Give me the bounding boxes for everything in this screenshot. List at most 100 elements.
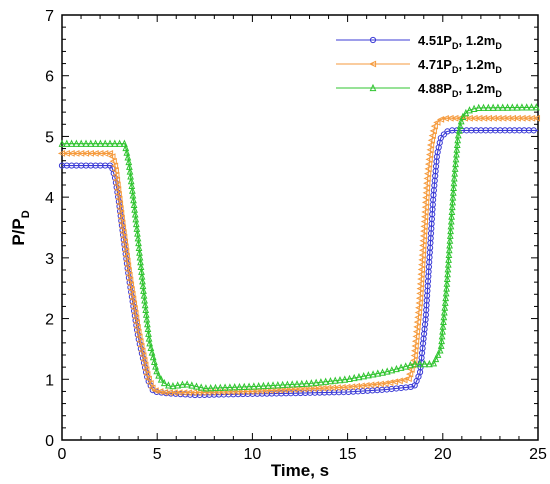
series-point bbox=[429, 127, 437, 135]
series-point bbox=[453, 145, 461, 153]
legend-marker bbox=[368, 60, 377, 68]
series-point bbox=[494, 103, 502, 111]
series-point bbox=[260, 381, 267, 390]
series-point bbox=[264, 381, 272, 389]
series-point bbox=[449, 188, 457, 196]
series-point bbox=[355, 372, 363, 381]
series-point bbox=[440, 317, 447, 326]
series-point bbox=[410, 352, 418, 359]
series-point bbox=[418, 251, 426, 259]
series-point bbox=[331, 376, 339, 384]
series-point bbox=[436, 346, 444, 354]
x-tick-label: 0 bbox=[58, 446, 67, 463]
series-point bbox=[449, 193, 457, 201]
series-point bbox=[250, 382, 258, 390]
series-point bbox=[420, 218, 428, 225]
series-point bbox=[445, 245, 453, 254]
series-point bbox=[417, 270, 425, 278]
x-axis-title: Time, s bbox=[271, 461, 329, 480]
series-point bbox=[441, 298, 449, 306]
series-line bbox=[62, 129, 538, 396]
series-point bbox=[437, 134, 444, 142]
series-point bbox=[440, 131, 448, 138]
series-point bbox=[432, 354, 440, 363]
series-point bbox=[421, 359, 428, 368]
series-point bbox=[212, 383, 219, 392]
series-point bbox=[141, 361, 149, 369]
series-point bbox=[422, 184, 431, 192]
series-point bbox=[424, 165, 432, 173]
y-axis-title-main: P/P bbox=[9, 218, 28, 245]
series-point bbox=[122, 252, 130, 260]
series-point bbox=[231, 383, 239, 391]
series-point bbox=[418, 246, 427, 254]
series-3 bbox=[58, 103, 540, 392]
legend-entry: 4.88PD, 1.2mD bbox=[336, 81, 502, 99]
series-point bbox=[383, 367, 391, 375]
series-point bbox=[423, 170, 432, 178]
series-point bbox=[116, 205, 124, 213]
series-point bbox=[153, 366, 161, 375]
series-point bbox=[444, 265, 452, 273]
series-point bbox=[428, 132, 436, 139]
series-point bbox=[73, 139, 80, 147]
series-point bbox=[136, 338, 144, 345]
series-point bbox=[439, 322, 447, 330]
series-point bbox=[87, 139, 95, 147]
legend-label: 4.71PD, 1.2mD bbox=[418, 57, 502, 75]
series-point bbox=[350, 373, 358, 382]
series-point bbox=[317, 378, 325, 386]
series-point bbox=[92, 139, 99, 147]
series-point bbox=[131, 314, 140, 322]
series-point bbox=[480, 103, 487, 111]
series-point bbox=[120, 238, 128, 246]
series-point bbox=[413, 318, 422, 326]
series-point bbox=[130, 305, 138, 312]
series-point bbox=[147, 343, 155, 351]
series-point bbox=[148, 348, 156, 356]
series-point bbox=[411, 342, 419, 350]
y-tick-label: 7 bbox=[45, 8, 54, 25]
series-point bbox=[446, 241, 453, 249]
series-point bbox=[188, 381, 196, 389]
x-tick-label: 25 bbox=[529, 446, 547, 463]
series-point bbox=[422, 189, 430, 197]
series-point bbox=[121, 139, 128, 147]
series-point bbox=[236, 382, 243, 391]
series-point bbox=[312, 378, 320, 386]
series-line bbox=[62, 117, 538, 394]
plot-frame bbox=[61, 14, 539, 441]
series-point bbox=[426, 141, 435, 149]
series-point bbox=[121, 243, 129, 251]
series-point bbox=[131, 309, 139, 317]
series-point bbox=[528, 103, 535, 111]
series-point bbox=[447, 217, 455, 225]
series-point bbox=[68, 139, 75, 147]
series-point bbox=[447, 226, 454, 235]
series-point bbox=[419, 232, 428, 240]
series-point bbox=[142, 366, 150, 374]
series-point bbox=[123, 148, 131, 156]
series-point bbox=[137, 342, 145, 350]
series-point bbox=[513, 103, 521, 111]
series-point bbox=[111, 167, 119, 174]
series-point bbox=[149, 353, 157, 361]
series-point bbox=[124, 267, 132, 274]
series-point bbox=[411, 359, 419, 368]
series-point bbox=[421, 213, 429, 221]
series-point bbox=[152, 362, 159, 370]
series-point bbox=[255, 382, 263, 390]
series-point bbox=[115, 200, 124, 208]
legend-label-main: 4.51P bbox=[418, 33, 452, 48]
series-point bbox=[417, 275, 425, 283]
series-point bbox=[322, 377, 330, 385]
series-point bbox=[411, 347, 419, 355]
series-point bbox=[407, 383, 414, 391]
series-point bbox=[470, 104, 478, 112]
series-point bbox=[165, 381, 172, 389]
series-point bbox=[139, 352, 147, 360]
legend-marker-shape bbox=[369, 36, 377, 44]
series-point bbox=[420, 222, 428, 230]
series-point bbox=[442, 293, 450, 302]
series-point bbox=[128, 290, 136, 298]
